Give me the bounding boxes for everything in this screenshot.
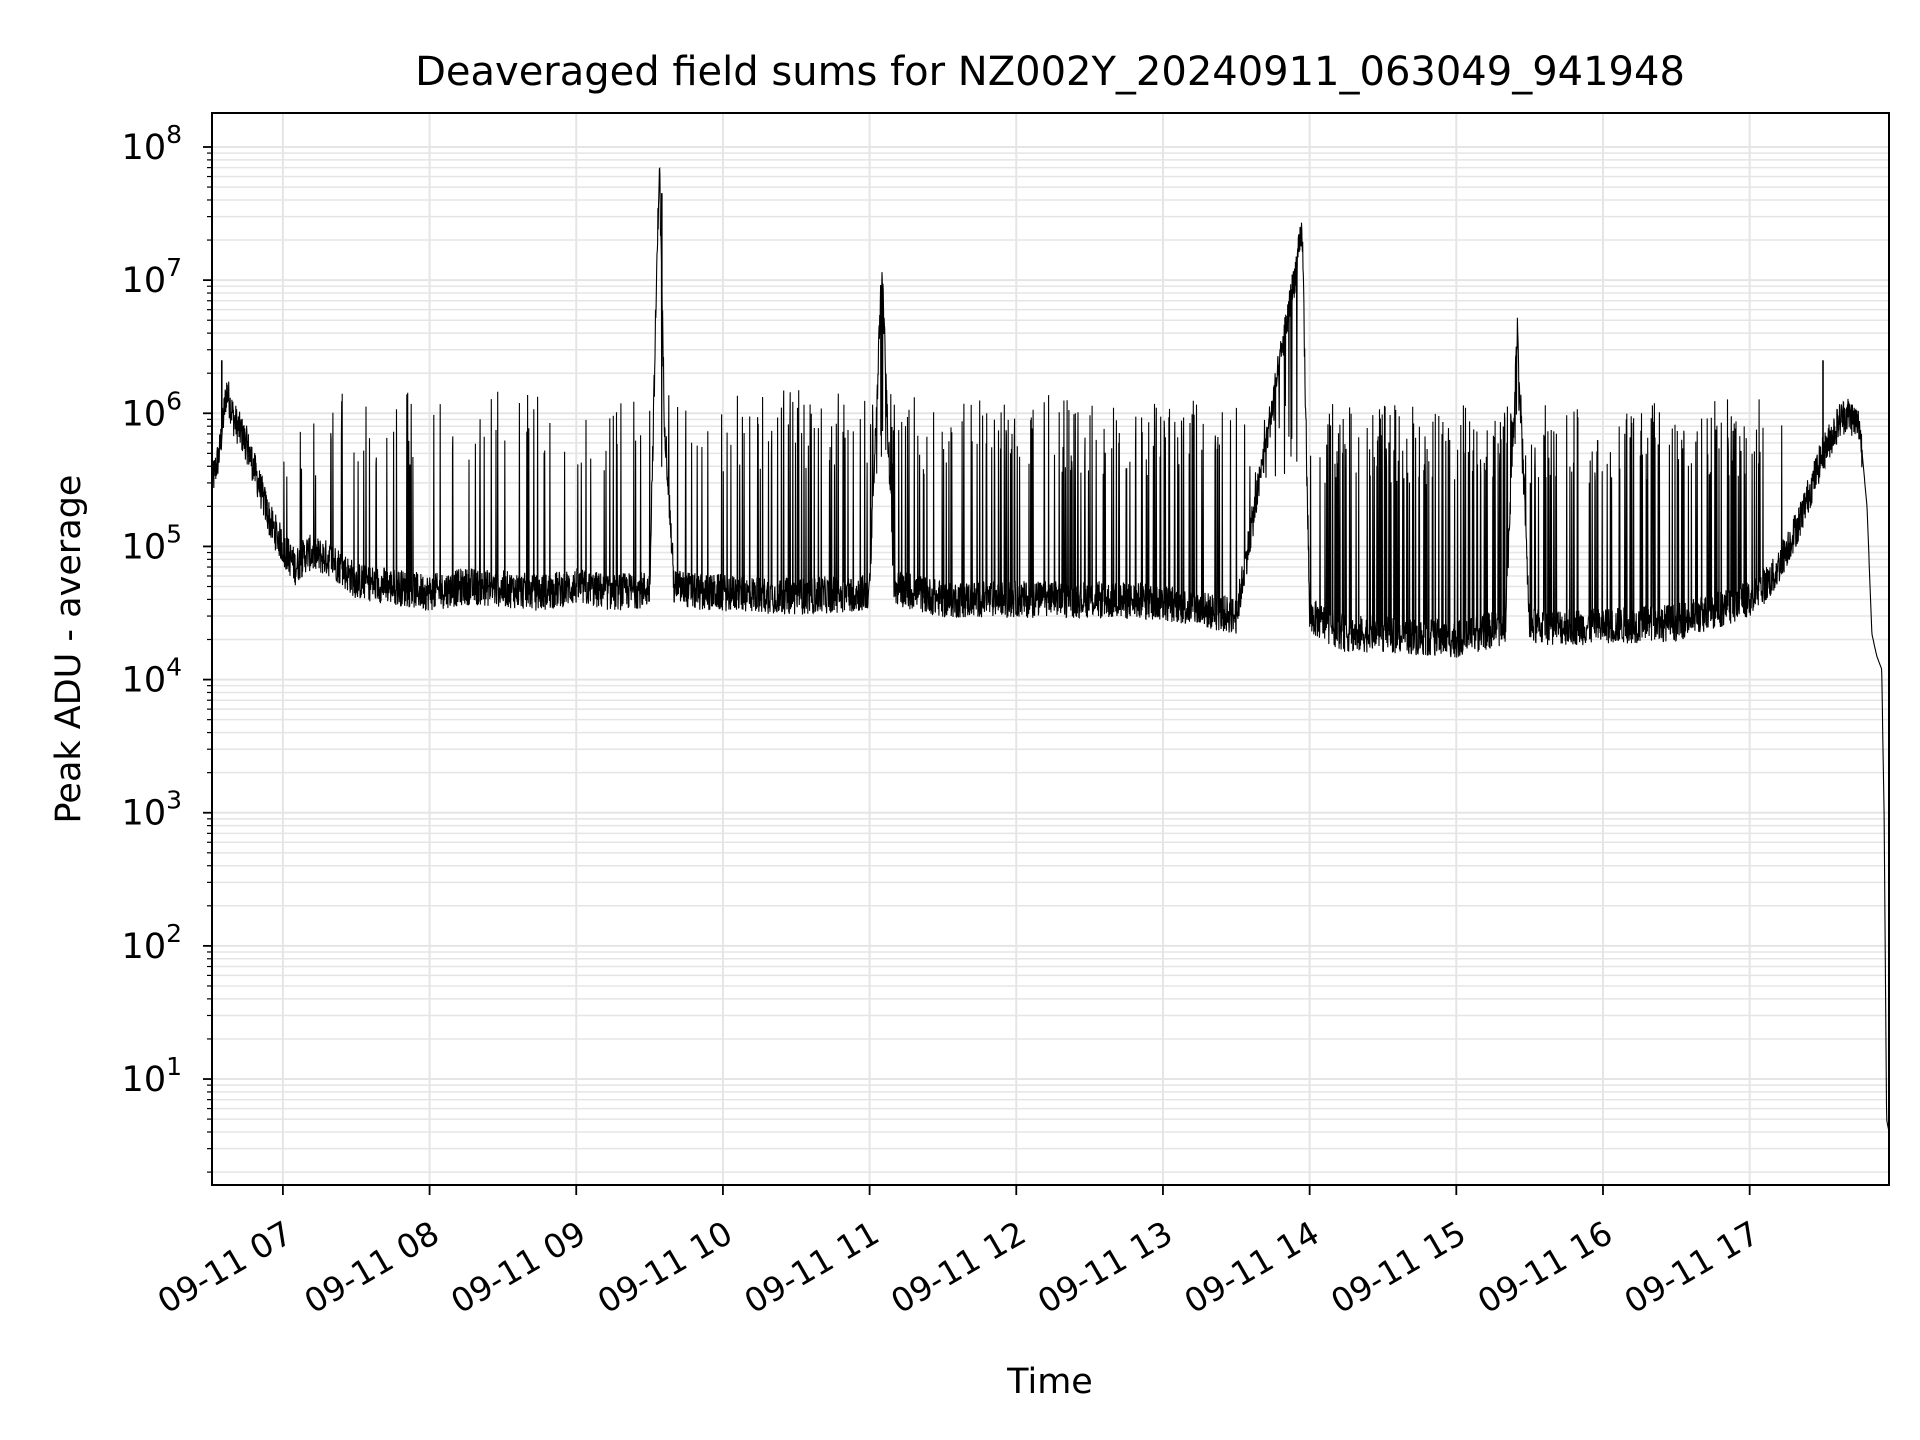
y-axis-label: Peak ADU - average <box>49 475 89 824</box>
y-tick-label: 107 <box>122 253 182 301</box>
chart-title: Deaveraged field sums for NZ002Y_2024091… <box>415 49 1685 95</box>
y-tick-label: 103 <box>122 786 182 834</box>
plot-frame <box>211 112 1890 1186</box>
y-tick-label: 108 <box>122 120 182 168</box>
data-series-line <box>212 166 1889 1132</box>
y-tick-label: 104 <box>122 653 182 701</box>
y-tick-label: 101 <box>122 1052 182 1100</box>
y-axis: 101 102 103 104 105 106 107 108 <box>122 120 212 1173</box>
y-tick-label: 106 <box>122 386 182 434</box>
plot-lines <box>212 166 1889 1132</box>
y-tick-label: 105 <box>122 519 182 567</box>
y-tick-label: 102 <box>122 919 182 967</box>
x-axis-label: Time <box>1006 1362 1093 1402</box>
